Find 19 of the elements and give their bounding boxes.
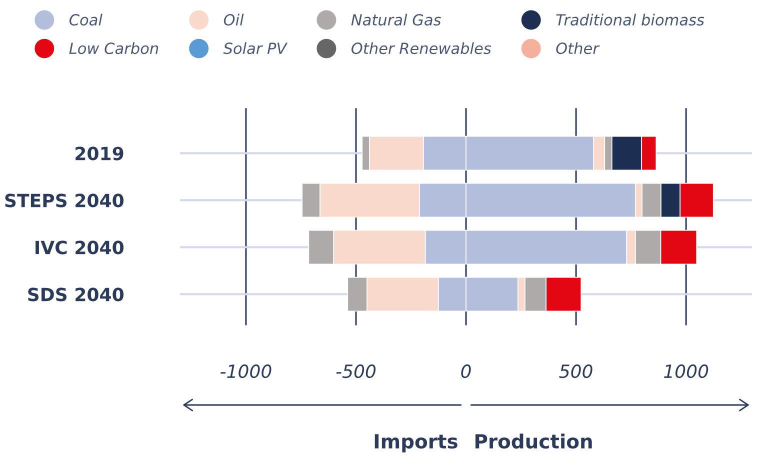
x-tick-label: -1000 bbox=[220, 364, 272, 378]
legend-label: Solar PV bbox=[223, 42, 288, 54]
x-tick-label: 1000 bbox=[664, 364, 708, 378]
y-tick-label: STEPS 2040 bbox=[5, 194, 124, 208]
y-tick-label: 2019 bbox=[76, 146, 124, 160]
legend-label: Natural Gas bbox=[351, 14, 441, 26]
legend-label: Other bbox=[556, 42, 600, 54]
y-tick-label: IVC 2040 bbox=[36, 240, 124, 254]
legend-label: Other Renewables bbox=[352, 42, 492, 54]
legend-label: Low Carbon bbox=[69, 42, 158, 54]
legend-label: Oil bbox=[224, 14, 244, 26]
text: Production bbox=[475, 434, 592, 449]
text: Imports bbox=[374, 434, 458, 452]
x-tick-label: -500 bbox=[336, 364, 376, 378]
legend-label: Traditional biomass bbox=[556, 14, 704, 26]
x-tick-label: 500 bbox=[559, 364, 592, 378]
legend-label: Coal bbox=[69, 14, 102, 26]
x-tick-label: 0 bbox=[461, 364, 471, 378]
y-tick-label: SDS 2040 bbox=[28, 288, 124, 302]
